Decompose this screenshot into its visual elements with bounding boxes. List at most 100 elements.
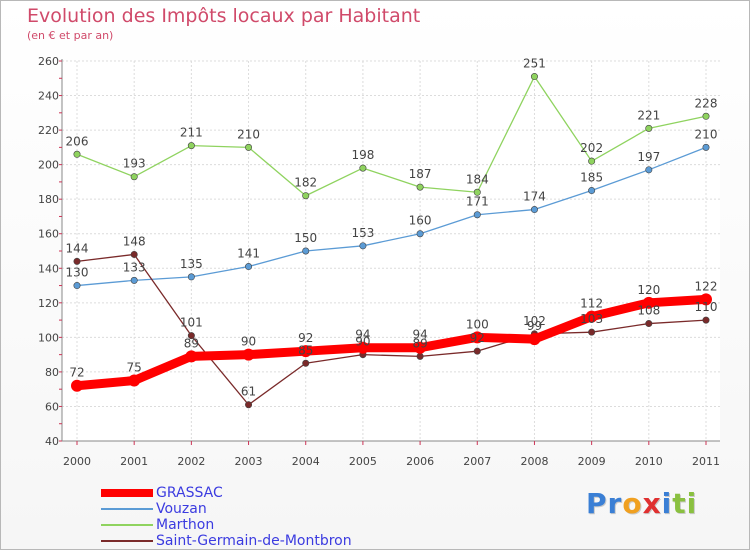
legend-label: GRASSAC — [156, 485, 223, 501]
data-label: 103 — [580, 312, 603, 326]
data-labels: 206 193 211 210 182 198 187 184 251 202 221 228 130 1… — [66, 57, 718, 399]
data-point — [73, 282, 81, 290]
data-label: 135 — [180, 257, 203, 271]
data-point — [530, 73, 538, 81]
data-point — [299, 345, 312, 358]
data-point — [185, 350, 198, 363]
data-point — [528, 333, 541, 346]
data-label: 130 — [66, 266, 89, 280]
x-tick-label: 2011 — [692, 455, 720, 468]
x-tick-label: 2007 — [463, 455, 491, 468]
data-point — [245, 143, 253, 151]
data-label: 202 — [580, 141, 603, 155]
data-label: 211 — [180, 126, 203, 140]
data-label: 144 — [66, 241, 89, 255]
data-label: 206 — [66, 134, 89, 148]
logo-letter: o — [622, 487, 643, 520]
data-label: 193 — [123, 157, 146, 171]
y-tick-label: 160 — [38, 228, 59, 241]
data-point — [645, 320, 653, 328]
legend-label: Saint-Germain-de-Montbron — [156, 533, 352, 549]
data-point — [645, 124, 653, 132]
data-point — [187, 273, 195, 281]
data-point — [130, 250, 138, 258]
data-point — [242, 348, 255, 361]
y-tick-label: 120 — [38, 297, 59, 310]
legend-item: Saint-Germain-de-Montbron — [101, 534, 352, 548]
data-point — [130, 276, 138, 284]
series-lines — [71, 73, 712, 409]
data-point — [702, 316, 710, 324]
data-label: 141 — [237, 247, 260, 261]
data-label: 228 — [695, 96, 718, 110]
data-label: 90 — [241, 335, 256, 349]
x-tick-label: 2010 — [635, 455, 663, 468]
data-label: 148 — [123, 234, 146, 248]
data-label: 184 — [466, 172, 489, 186]
data-point — [130, 173, 138, 181]
data-label: 112 — [580, 297, 603, 311]
axes: 40 60 80 100 120 140 160 180 200 220 240 260 2000 200… — [38, 55, 720, 468]
data-label: 72 — [69, 366, 84, 380]
data-point — [245, 263, 253, 271]
data-point — [473, 347, 481, 355]
y-tick-label: 260 — [38, 55, 59, 68]
chart-subtitle: (en € et par an) — [27, 29, 114, 42]
data-label: 92 — [298, 331, 313, 345]
data-label: 187 — [409, 167, 432, 181]
data-label: 120 — [637, 283, 660, 297]
data-point — [187, 332, 195, 340]
data-point — [416, 352, 424, 360]
legend-swatch — [101, 489, 153, 497]
data-point — [585, 310, 598, 323]
data-point — [187, 142, 195, 150]
chart-title: Evolution des Impôts locaux par Habitant — [27, 5, 421, 27]
series-line-vouzan — [76, 146, 707, 287]
y-tick-label: 220 — [38, 124, 59, 137]
data-label: 153 — [351, 226, 374, 240]
x-tick-label: 2003 — [235, 455, 263, 468]
legend-swatch — [101, 508, 153, 510]
data-label: 85 — [298, 343, 313, 357]
legend-label: Vouzan — [156, 501, 207, 517]
data-point — [642, 296, 655, 309]
data-label: 198 — [351, 148, 374, 162]
data-label: 89 — [412, 336, 427, 350]
legend-label: Marthon — [156, 517, 215, 533]
data-label: 150 — [294, 231, 317, 245]
data-point — [302, 247, 310, 255]
data-point — [73, 150, 81, 158]
logo-letter: x — [642, 487, 662, 520]
x-tick-label: 2006 — [406, 455, 434, 468]
data-point — [530, 206, 538, 214]
data-point — [356, 341, 369, 354]
proxiti-logo: Proxiti — [586, 487, 697, 520]
data-label: 101 — [180, 316, 203, 330]
y-tick-label: 80 — [45, 366, 59, 379]
data-label: 108 — [637, 304, 660, 318]
data-point — [416, 230, 424, 238]
data-point — [700, 293, 712, 306]
x-tick-label: 2009 — [578, 455, 606, 468]
y-tick-label: 140 — [38, 262, 59, 275]
y-tick-label: 100 — [38, 331, 59, 344]
data-label: 122 — [695, 279, 718, 293]
data-point — [588, 187, 596, 195]
data-label: 185 — [580, 171, 603, 185]
data-label: 197 — [637, 150, 660, 164]
data-label: 174 — [523, 190, 546, 204]
data-label: 251 — [523, 57, 546, 71]
data-point — [588, 328, 596, 336]
data-label: 100 — [466, 317, 489, 331]
series-line-saint-germain-de-montbron — [76, 253, 707, 406]
data-label: 94 — [412, 328, 427, 342]
data-point — [359, 242, 367, 250]
data-label: 221 — [637, 108, 660, 122]
data-point — [645, 166, 653, 174]
data-point — [702, 143, 710, 151]
data-point — [416, 183, 424, 191]
data-label: 110 — [695, 300, 718, 314]
x-tick-label: 2004 — [292, 455, 320, 468]
